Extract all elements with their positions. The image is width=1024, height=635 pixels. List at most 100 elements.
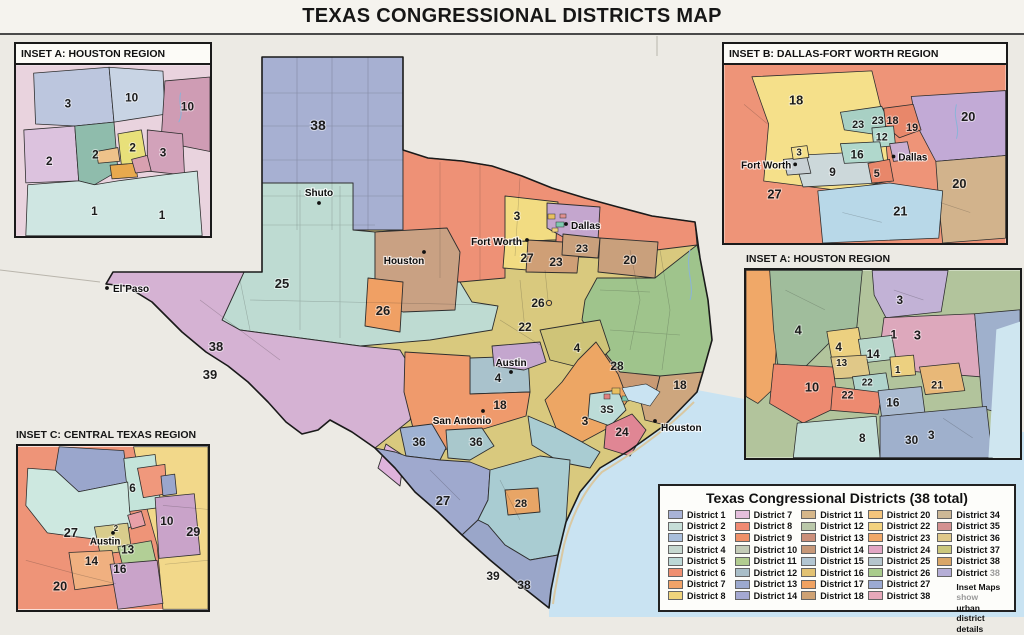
- legend-swatch: [801, 579, 817, 589]
- city-dot: [793, 162, 798, 167]
- city-dot: [317, 201, 321, 205]
- district-label: 10: [125, 92, 139, 105]
- legend-label: District 27: [886, 579, 931, 590]
- legend-label: District 18: [820, 590, 864, 601]
- legend-label: District 13: [753, 579, 798, 590]
- district-label: 20: [961, 109, 975, 124]
- legend-entry: District 7: [668, 579, 731, 591]
- legend-swatch: [801, 521, 817, 531]
- city-dot: [891, 154, 896, 159]
- city-label: Fort Worth: [741, 160, 791, 171]
- legend-entry: District 38: [937, 555, 1006, 567]
- legend-label: District 4: [687, 544, 726, 555]
- legend-label: District 13: [820, 532, 864, 543]
- legend-label: District 38: [886, 590, 931, 601]
- district-label: 3: [914, 327, 921, 342]
- district-label: 1: [895, 365, 901, 376]
- legend-swatch: [937, 556, 953, 566]
- district-label: 28: [515, 498, 527, 510]
- inset-c-regions: [25, 446, 208, 610]
- legend-swatch: [734, 579, 750, 589]
- legend-swatch: [668, 591, 683, 601]
- legend-label: District 35: [956, 521, 1000, 532]
- inset-a-title: INSET A: HOUSTON REGION: [16, 44, 210, 65]
- district-label: 10: [805, 380, 819, 395]
- inset-a-houston-panel: INSET A: HOUSTON REGION 3 10 10 2 2 2 3 1 1: [14, 42, 212, 238]
- legend-label: District 5: [687, 556, 726, 567]
- legend-entry: District 24: [867, 544, 934, 556]
- legend-grid: District 1 District 2 District 3 District 4…: [668, 509, 1006, 635]
- legend-label: District 22: [886, 521, 931, 532]
- legend-entry: District 11: [734, 555, 798, 567]
- legend-label: District 34: [956, 509, 1000, 520]
- district-label: 1: [159, 209, 166, 222]
- district-label: 38: [517, 578, 531, 592]
- district-label: 24: [615, 425, 629, 439]
- barrier-islands: [552, 401, 695, 605]
- district-label: 39: [486, 569, 500, 583]
- legend-swatch: [801, 568, 817, 578]
- legend-entry: District 12: [801, 521, 864, 533]
- legend-entry: District 23: [867, 532, 934, 544]
- district-label: 1: [91, 205, 98, 218]
- district-label: 1: [891, 327, 898, 341]
- district-label: 12: [876, 132, 888, 144]
- legend-entry: District 35: [937, 521, 1006, 533]
- district-label: 22: [518, 320, 532, 334]
- city-label: Austin: [90, 537, 120, 548]
- legend-column-5: District 34 District 35 District 36 Distric…: [937, 509, 1006, 635]
- legend-swatch: [668, 556, 683, 566]
- district-label: 3: [514, 209, 521, 223]
- district-label: 2: [92, 148, 99, 161]
- legend-label: District 6: [687, 567, 726, 578]
- legend-swatch: [734, 556, 750, 566]
- city-dot: [653, 419, 657, 423]
- legend-swatch: [867, 533, 883, 543]
- district-label: 3: [796, 147, 802, 158]
- inset-b-title: INSET B: DALLAS-FORT WORTH REGION: [724, 44, 1006, 65]
- district-label: 20: [623, 253, 637, 267]
- district-label: 5: [874, 168, 880, 180]
- district-label: 20: [952, 176, 966, 191]
- legend-label: District 2: [687, 521, 726, 532]
- city-dot: [509, 370, 513, 374]
- legend-label: District 10: [753, 544, 798, 555]
- legend-swatch: [937, 521, 953, 531]
- district-label: 25: [275, 276, 289, 291]
- legend-swatch: [937, 510, 953, 520]
- legend-label: District 38: [956, 556, 1000, 567]
- legend-swatch: [867, 591, 883, 601]
- legend-swatch: [867, 510, 883, 520]
- city-label: Fort Worth: [471, 237, 522, 248]
- legend-label: District 24: [886, 544, 931, 555]
- legend-label: District 15: [820, 556, 864, 567]
- legend-entry: District 6: [668, 567, 731, 579]
- city-label: Dallas: [898, 152, 927, 163]
- legend-entry: District 7: [734, 509, 798, 521]
- legend-label: District 9: [753, 532, 793, 543]
- district-label: 3S: [600, 404, 613, 416]
- city-dot: [105, 286, 109, 290]
- legend-column-4: District 20 District 22 District 23 Distric…: [867, 509, 934, 635]
- city-label: El Paso: [113, 284, 149, 295]
- district-label: 3: [582, 414, 589, 428]
- legend-swatch: [937, 545, 953, 555]
- legend-swatch: [867, 556, 883, 566]
- river-line: [688, 249, 692, 301]
- district-label: 2: [114, 524, 119, 533]
- district-label: 2: [46, 155, 53, 168]
- district-label: 3: [896, 293, 903, 307]
- legend-swatch: [801, 556, 817, 566]
- city-label: Austin: [495, 358, 526, 369]
- legend-swatch: [734, 591, 750, 601]
- legend-entry: District 27: [867, 579, 934, 591]
- district-label: 23: [549, 255, 563, 269]
- legend-entry: District 22: [867, 521, 934, 533]
- legend-entry: District 14: [801, 544, 864, 556]
- legend-label: District 37: [956, 544, 1000, 555]
- legend-entry: District 13: [734, 579, 798, 591]
- legend-column-3: District 11 District 12 District 13 Distric…: [801, 509, 864, 635]
- legend-swatch: [867, 579, 883, 589]
